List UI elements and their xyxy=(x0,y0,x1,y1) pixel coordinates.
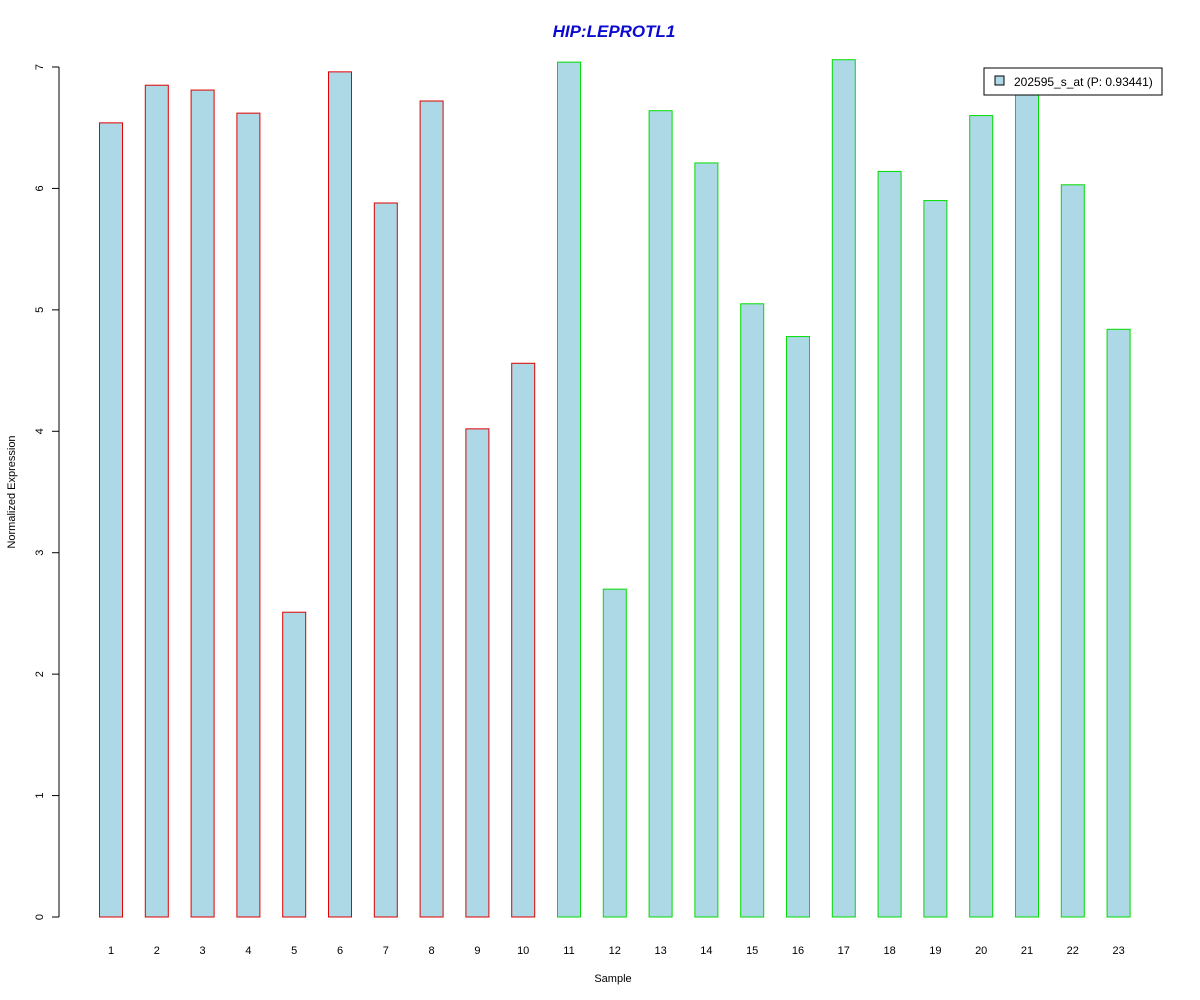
y-tick-label: 7 xyxy=(34,64,46,70)
x-tick-label: 23 xyxy=(1112,945,1124,957)
bar-sample-14 xyxy=(694,162,719,918)
bar-sample-23 xyxy=(1106,328,1131,918)
x-tick-label: 10 xyxy=(517,945,529,957)
bar-sample-22 xyxy=(1060,184,1085,918)
x-tick-label: 18 xyxy=(883,945,895,957)
x-tick-label: 6 xyxy=(337,945,343,957)
bar-sample-11 xyxy=(557,61,581,918)
x-tick-label: 2 xyxy=(154,945,160,957)
x-tick-label: 8 xyxy=(429,945,435,957)
x-tick-label: 4 xyxy=(245,945,251,957)
bar-sample-15 xyxy=(740,303,765,918)
legend-entry-label: 202595_s_at (P: 0.93441) xyxy=(1014,75,1153,89)
x-tick-label: 14 xyxy=(700,945,712,957)
bar-sample-2 xyxy=(144,84,169,918)
legend: 202595_s_at (P: 0.93441) xyxy=(983,67,1163,96)
bar-sample-19 xyxy=(923,200,948,918)
x-tick-label: 3 xyxy=(200,945,206,957)
bar-sample-18 xyxy=(877,170,902,918)
x-tick-label: 22 xyxy=(1067,945,1079,957)
y-tick-label: 0 xyxy=(34,914,46,920)
bar-sample-13 xyxy=(648,110,673,918)
y-axis-label: Normalized Expression xyxy=(6,435,18,548)
x-tick-label: 21 xyxy=(1021,945,1033,957)
x-tick-label: 19 xyxy=(929,945,941,957)
y-tick-label: 4 xyxy=(34,428,46,434)
bar-sample-10 xyxy=(511,362,536,918)
bar-sample-5 xyxy=(282,611,307,918)
x-tick-label: 15 xyxy=(746,945,758,957)
bar-sample-12 xyxy=(602,588,627,918)
bar-sample-4 xyxy=(236,112,261,918)
bars-group xyxy=(99,59,1131,918)
bar-sample-17 xyxy=(831,59,856,918)
x-tick-label: 16 xyxy=(792,945,804,957)
legend-swatch xyxy=(994,75,1005,86)
legend-box xyxy=(983,67,1163,96)
x-tick-label: 11 xyxy=(563,945,574,957)
y-tick-label: 6 xyxy=(34,185,46,191)
bar-sample-6 xyxy=(328,71,352,918)
y-axis: 0 1 2 3 4 5 6 7 xyxy=(34,64,60,920)
bar-sample-20 xyxy=(969,115,994,918)
x-axis-label: Sample xyxy=(594,973,631,985)
bar-sample-21 xyxy=(1015,81,1039,918)
y-tick-label: 5 xyxy=(34,307,46,313)
x-tick-label: 5 xyxy=(291,945,297,957)
bar-sample-8 xyxy=(419,100,444,918)
bar-sample-3 xyxy=(190,89,215,918)
bar-sample-7 xyxy=(373,202,398,918)
chart-title: HIP:LEPROTL1 xyxy=(553,22,676,41)
x-tick-label: 1 xyxy=(108,945,114,957)
x-axis: 1 2 3 4 5 6 7 8 9 10 11 12 13 14 15 16 17 18 19 20 21 22 23 xyxy=(108,945,1125,957)
x-tick-label: 17 xyxy=(838,945,850,957)
bar-sample-9 xyxy=(465,428,490,918)
x-tick-label: 12 xyxy=(609,945,621,957)
x-tick-label: 9 xyxy=(474,945,480,957)
y-tick-label: 2 xyxy=(34,671,46,677)
x-tick-label: 13 xyxy=(654,945,666,957)
y-tick-label: 3 xyxy=(34,550,46,556)
x-tick-label: 7 xyxy=(383,945,389,957)
bar-sample-1 xyxy=(99,122,123,918)
bar-sample-16 xyxy=(786,336,810,918)
y-tick-label: 1 xyxy=(34,793,46,799)
x-tick-label: 20 xyxy=(975,945,987,957)
